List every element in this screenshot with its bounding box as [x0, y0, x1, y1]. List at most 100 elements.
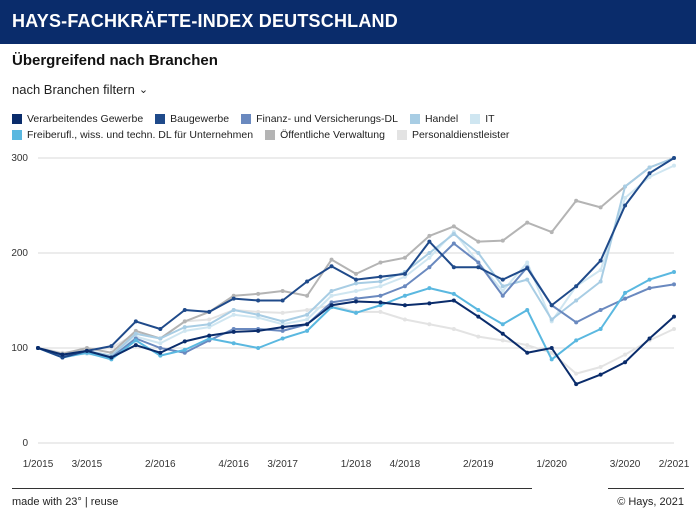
data-point [598, 372, 603, 377]
data-point [549, 350, 554, 355]
data-point [500, 289, 505, 293]
series-line [37, 164, 675, 359]
data-point [256, 291, 261, 296]
industry-filter-dropdown[interactable]: nach Branchen filtern ⌄ [12, 82, 148, 97]
chart-legend: Verarbeitendes Gewerbe Baugewerbe Finanz- … [12, 111, 672, 143]
data-point [378, 260, 383, 265]
data-point [427, 265, 432, 270]
data-point [231, 293, 236, 298]
x-tick-label: 2/2016 [145, 459, 176, 470]
data-point [231, 327, 236, 331]
data-point [402, 293, 407, 298]
data-point [84, 346, 89, 350]
data-point [574, 198, 579, 203]
x-tick-label: 4/2016 [218, 459, 249, 470]
legend-swatch [396, 130, 407, 140]
data-point [158, 350, 163, 355]
data-point [280, 298, 285, 303]
data-point [500, 322, 505, 327]
data-point [329, 293, 334, 298]
legend-item[interactable]: Baugewerbe [155, 113, 229, 125]
legend-label: Handel [424, 113, 459, 125]
footer-copyright: © Hays, 2021 [617, 496, 684, 508]
data-point [623, 203, 628, 208]
legend-item[interactable]: Verarbeitendes Gewerbe [12, 113, 143, 125]
data-point [525, 266, 530, 271]
line-chart: 0 100 200 300 1/2015 3/2015 2/2016 4/2016 3/2017… [11, 153, 690, 470]
data-point [549, 303, 554, 308]
data-point [647, 165, 652, 170]
legend-label: Baugewerbe [170, 113, 230, 125]
data-point [549, 346, 554, 350]
data-point [476, 239, 481, 244]
data-point [647, 277, 652, 282]
data-point [231, 341, 236, 346]
legend-item[interactable]: Freiberufl., wiss. und techn. DL für Unt… [12, 129, 253, 141]
data-point [280, 322, 285, 327]
data-point [207, 322, 212, 327]
data-point [427, 239, 432, 244]
data-point [305, 312, 310, 317]
data-point [231, 329, 236, 334]
data-point [451, 291, 456, 296]
legend-item[interactable]: Finanz- und Versicherungs-DL [241, 113, 398, 125]
data-point [378, 309, 383, 314]
x-tick-label: 3/2017 [267, 459, 298, 470]
data-point [574, 320, 579, 325]
footer-credit[interactable]: made with 23° | reuse [12, 496, 119, 508]
y-tick-label: 0 [22, 438, 28, 449]
legend-item[interactable]: Personaldienstleister [396, 129, 510, 141]
data-point [329, 303, 334, 308]
data-point [427, 255, 432, 260]
data-point [378, 303, 383, 308]
data-point [525, 220, 530, 225]
data-point [672, 156, 676, 160]
data-point [378, 284, 383, 289]
x-tick-label: 1/2015 [23, 459, 54, 470]
data-point [231, 308, 236, 312]
data-point [354, 299, 358, 304]
data-point [354, 289, 358, 293]
data-point [598, 268, 603, 273]
data-point [623, 290, 628, 295]
data-point [378, 279, 383, 284]
data-point [133, 319, 138, 324]
x-tick-label: 1/2020 [536, 459, 567, 470]
legend-item[interactable]: IT [470, 113, 495, 125]
data-point [256, 315, 261, 320]
data-point [280, 328, 285, 333]
data-point [305, 293, 310, 298]
legend-item[interactable]: Handel [409, 113, 459, 125]
data-point [305, 322, 310, 327]
data-point [305, 279, 310, 284]
data-point [109, 344, 114, 349]
data-point [158, 346, 163, 350]
data-point [182, 328, 187, 333]
legend-row: Freiberufl., wiss. und techn. DL für Unt… [12, 127, 672, 143]
data-point [305, 328, 310, 333]
legend-label: Personaldienstleister [411, 129, 510, 141]
data-point [672, 282, 676, 287]
legend-item[interactable]: Öffentliche Verwaltung [265, 129, 385, 141]
data-point [231, 312, 236, 317]
x-tick-label: 2/2021 [659, 459, 690, 470]
data-point [672, 163, 676, 168]
data-point [500, 277, 505, 282]
page-title: HAYS-FACHKRÄFTE-INDEX DEUTSCHLAND [12, 11, 398, 31]
data-point [402, 317, 407, 322]
data-point [598, 327, 603, 331]
legend-row: Verarbeitendes Gewerbe Baugewerbe Finanz- … [12, 111, 672, 127]
legend-label: Öffentliche Verwaltung [280, 129, 385, 141]
data-point [574, 298, 579, 303]
data-point [60, 352, 65, 357]
data-point [525, 260, 530, 265]
data-point [623, 195, 628, 200]
data-point [574, 284, 579, 289]
data-point [574, 382, 579, 387]
data-point [427, 233, 432, 238]
data-point [525, 343, 530, 348]
legend-swatch [12, 114, 22, 124]
data-point [109, 355, 114, 360]
data-point [354, 271, 358, 276]
data-point [280, 319, 285, 324]
